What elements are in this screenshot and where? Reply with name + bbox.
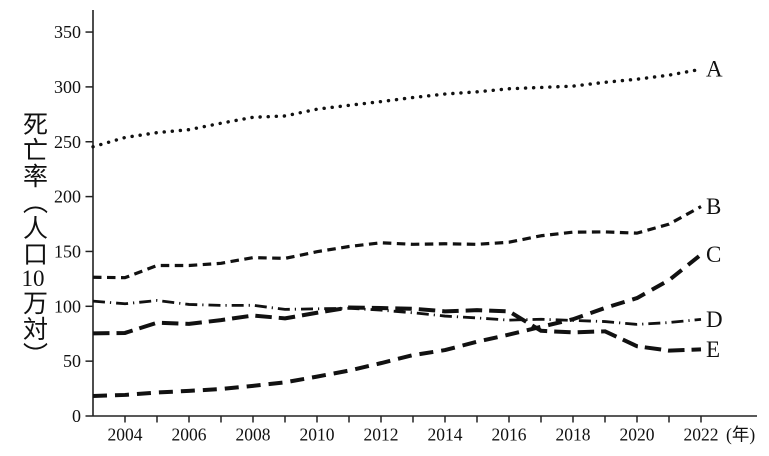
- x-tick-label: 2012: [364, 425, 399, 445]
- x-tick-label: 2010: [300, 425, 335, 445]
- x-tick-label: 2020: [620, 425, 655, 445]
- x-axis-unit-label: (年): [726, 425, 755, 445]
- series-label-B: B: [706, 194, 721, 219]
- x-tick-label: 2006: [172, 425, 207, 445]
- y-tick-label: 0: [72, 406, 81, 426]
- y-tick-label: 300: [54, 77, 81, 97]
- y-axis-title-suffix: 万対）: [19, 289, 47, 368]
- y-tick-label: 100: [54, 296, 81, 316]
- series-line-E: [92, 305, 702, 353]
- y-tick-label: 200: [54, 187, 81, 207]
- y-axis-title-text: 死亡率（人口: [19, 110, 47, 267]
- series-label-C: C: [706, 242, 721, 267]
- series-label-D: D: [706, 307, 723, 332]
- y-axis-title-number: 10: [21, 266, 45, 290]
- x-tick-label: 2018: [556, 425, 591, 445]
- series-line-B: [92, 205, 702, 280]
- series-line-D: [92, 299, 702, 326]
- series-line-C: [92, 253, 703, 399]
- x-tick-label: 2022: [684, 425, 719, 445]
- y-tick-label: 250: [54, 132, 81, 152]
- x-tick-label: 2016: [492, 425, 527, 445]
- series-label-A: A: [706, 57, 723, 82]
- y-axis-title: 死亡率（人口 10 万対）: [4, 103, 62, 375]
- x-tick-label: 2014: [428, 425, 463, 445]
- y-tick-label: 350: [54, 22, 81, 42]
- series-label-E: E: [706, 337, 720, 362]
- y-tick-label: 50: [63, 351, 81, 371]
- x-tick-label: 2004: [108, 425, 143, 445]
- y-tick-label: 150: [54, 241, 81, 261]
- series-line-A: [91, 67, 703, 149]
- x-tick-label: 2008: [236, 425, 271, 445]
